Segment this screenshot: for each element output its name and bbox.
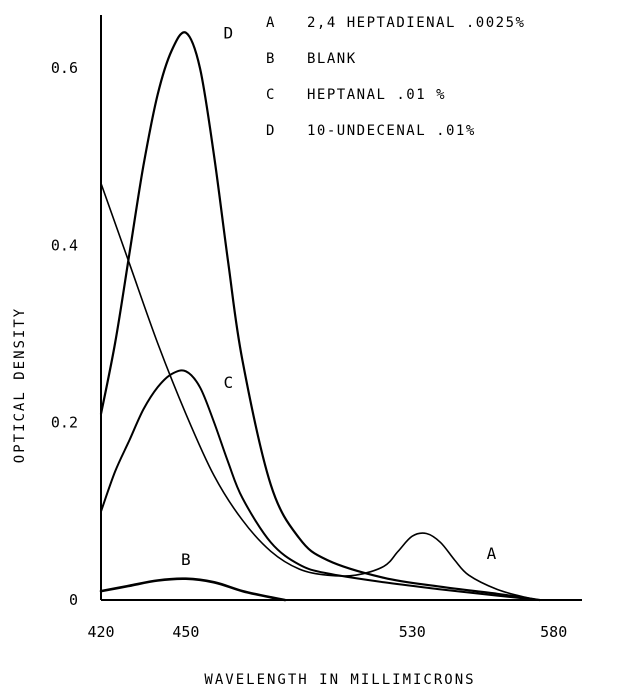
legend-key-c: C	[266, 87, 276, 103]
curve-label-d: D	[224, 24, 234, 43]
y-tick-label: 0.6	[51, 59, 78, 77]
curve-label-b: B	[181, 550, 191, 569]
y-tick-label: 0.4	[51, 236, 78, 254]
curve-label-a: A	[487, 544, 497, 563]
series-a-line	[100, 182, 541, 601]
x-tick-label: 580	[540, 623, 567, 641]
curve-labels: D C A B	[181, 24, 497, 570]
legend-text-a: 2,4 HEPTADIENAL .0025%	[307, 15, 525, 31]
x-tick-label: 450	[172, 623, 199, 641]
legend-key-d: D	[266, 123, 276, 139]
series-c-line	[100, 369, 541, 601]
legend: A 2,4 HEPTADIENAL .0025% B BLANK C HEPTANAL .…	[266, 15, 525, 139]
legend-text-c: HEPTANAL .01 %	[307, 87, 446, 103]
tick-labels: 420 450 530 580 0 0.2 0.4 0.6	[51, 59, 567, 641]
series-lines	[99, 31, 541, 602]
series-b-line	[99, 577, 287, 602]
curve-label-c: C	[224, 373, 234, 392]
y-tick-label: 0	[69, 591, 78, 609]
y-tick-label: 0.2	[51, 414, 78, 432]
legend-key-b: B	[266, 51, 276, 67]
legend-text-b: BLANK	[307, 51, 357, 67]
x-axis-title: WAVELENGTH IN MILLIMICRONS	[204, 672, 475, 687]
legend-key-a: A	[266, 15, 276, 31]
y-axis-title: OPTICAL DENSITY	[12, 307, 28, 463]
x-tick-label: 420	[87, 623, 114, 641]
x-tick-label: 530	[399, 623, 426, 641]
legend-text-d: 10-UNDECENAL .01%	[307, 123, 476, 139]
series-d-line	[99, 31, 541, 602]
